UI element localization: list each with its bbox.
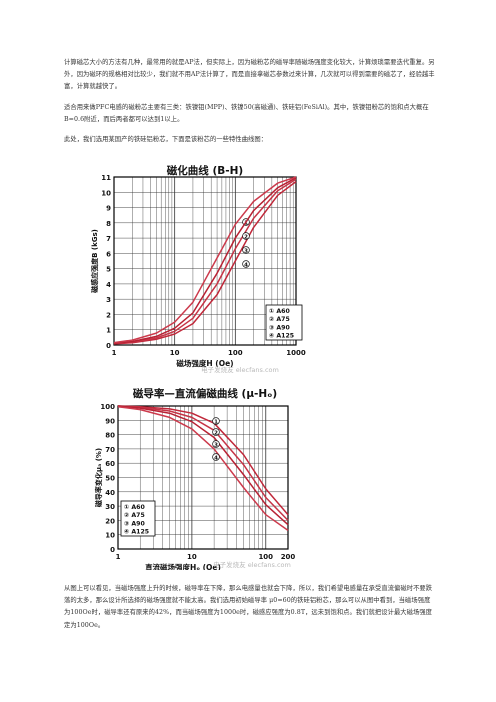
- permeability-dc-bias-chart: 磁导率—直流偏磁曲线 (μ-Hₒ) 0 10 20 30 40 50 60 70 80 90 100 1…: [94, 387, 296, 570]
- x-tick-label: 10: [187, 553, 197, 561]
- x-axis-label: 直流磁场强度Hₒ (Oe): [145, 562, 221, 570]
- x-tick-label: 1000: [286, 349, 306, 357]
- series-line-4: [113, 176, 297, 344]
- y-tick-label: 11: [101, 174, 111, 182]
- legend-box: [120, 500, 156, 537]
- series-line-2: [117, 405, 289, 521]
- y-tick-label: 80: [105, 432, 115, 440]
- series-line-3: [113, 177, 297, 345]
- series-marker-number: 3: [214, 442, 218, 448]
- y-tick-label: 70: [105, 446, 115, 454]
- series-marker-number: 4: [214, 455, 218, 461]
- series-marker-number: 1: [214, 419, 218, 425]
- y-tick-label: 0: [110, 546, 115, 554]
- x-axis-label: 磁场强度H (Oe): [176, 358, 233, 368]
- y-tick-label: 1: [106, 327, 111, 335]
- legend-entry: ④ A125: [269, 333, 294, 340]
- y-tick-label: 3: [106, 296, 111, 304]
- series-marker-number: 4: [244, 262, 248, 268]
- y-tick-label: 0: [106, 342, 111, 350]
- series-marker-4: [212, 453, 220, 461]
- paragraph-powder-core-types: 适合用来做PFC电感的磁粉芯主要有三类：铁镍钼(MPP)、铁镍50(高磁通)、铁…: [64, 104, 429, 124]
- series-marker-2: [242, 232, 250, 240]
- chart-title: 磁导率—直流偏磁曲线 (μ-Hₒ): [133, 387, 277, 400]
- y-tick-label: 4: [106, 281, 111, 289]
- x-tick-label: 100: [228, 349, 243, 357]
- y-tick-label: 30: [105, 503, 115, 511]
- y-tick-label: 9: [106, 205, 111, 213]
- plot-frame: [113, 176, 297, 346]
- series-line-4: [117, 405, 289, 532]
- series-line-1: [113, 180, 297, 345]
- series-marker-4: [242, 260, 250, 268]
- paragraph-selection: 此处，我们选用某国产的铁硅铝粉芯，下面是该粉芯的一些特性曲线图：: [64, 136, 268, 143]
- y-tick-label: 20: [105, 517, 115, 525]
- y-tick-label: 10: [101, 189, 111, 197]
- x-tick-label: 1: [116, 553, 121, 561]
- legend-entry: ② A75: [124, 512, 145, 519]
- legend-entry: ② A75: [269, 316, 290, 323]
- x-tick-label: 200: [281, 553, 296, 561]
- series-marker-number: 2: [214, 430, 218, 436]
- y-tick-label: 5: [106, 266, 111, 274]
- series-line-2: [113, 178, 297, 345]
- y-tick-label: 6: [106, 250, 111, 258]
- legend-entry: ③ A90: [269, 324, 290, 331]
- chart-title: 磁化曲线 (B-H): [167, 164, 243, 177]
- series-marker-3: [212, 440, 220, 448]
- y-tick-label: 7: [106, 235, 111, 243]
- y-tick-label: 60: [105, 460, 115, 468]
- legend-entry: ① A60: [269, 308, 290, 315]
- watermark-text: 电子发烧友 elecfans.com: [213, 560, 291, 569]
- y-tick-label: 10: [105, 532, 115, 540]
- y-tick-label: 8: [106, 220, 111, 228]
- watermark-text: 电子发烧友 elecfans.com: [201, 365, 279, 374]
- y-tick-label: 40: [105, 489, 115, 497]
- y-tick-label: 50: [105, 475, 115, 483]
- series-line-1: [117, 405, 289, 516]
- plot-frame: [117, 405, 289, 550]
- legend-entry: ④ A125: [124, 529, 149, 536]
- series-marker-3: [242, 246, 250, 254]
- y-axis-label: 磁感应强度B (kGs): [90, 229, 99, 293]
- y-tick-label: 2: [106, 311, 111, 319]
- legend-box: [265, 304, 303, 341]
- y-axis-label: 磁导率变化μₐ (%): [94, 448, 103, 507]
- x-tick-label: 1: [112, 349, 117, 357]
- legend-entry: ③ A90: [124, 520, 145, 527]
- paragraph-conclusion: 从图上可以看见，当磁场强度上升的时候，磁导率在下降，那么电感量也就会下降，所以，…: [64, 585, 433, 629]
- y-tick-label: 100: [100, 403, 115, 411]
- series-marker-2: [212, 428, 220, 436]
- x-tick-label: 10: [170, 349, 180, 357]
- y-tick-label: 90: [105, 417, 115, 425]
- series-marker-1: [212, 417, 220, 425]
- series-marker-number: 1: [244, 220, 248, 226]
- x-tick-label: 100: [258, 553, 273, 561]
- paragraph-core-sizing: 计算磁芯大小的方法有几种，最常用的就是AP法，但实际上，因为磁粉芯的磁导率随磁场…: [64, 59, 435, 91]
- series-line-3: [117, 405, 289, 526]
- series-marker-number: 3: [244, 248, 248, 254]
- series-marker-number: 2: [244, 234, 248, 240]
- legend-entry: ① A60: [124, 504, 145, 511]
